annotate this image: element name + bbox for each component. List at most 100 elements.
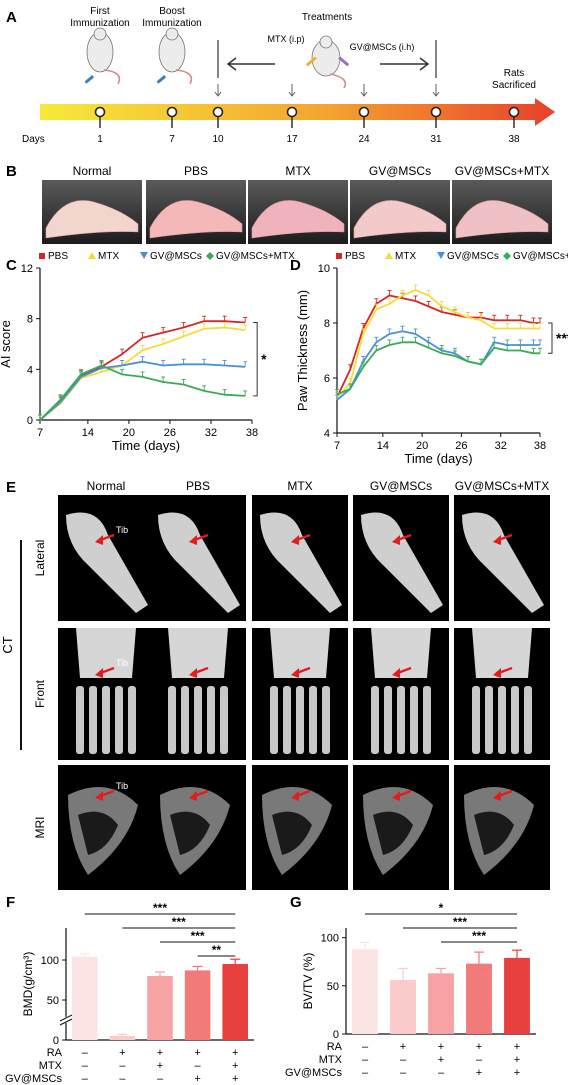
- imaging-group-label: PBS: [186, 479, 210, 493]
- treatment-row-label: GV@MSCs: [5, 1073, 63, 1085]
- finger-bone: [102, 686, 110, 754]
- mri-joint: [170, 811, 210, 855]
- paw-group-label: Normal: [73, 164, 112, 178]
- timeline-node: [212, 106, 224, 118]
- panel-c-letter: C: [6, 257, 17, 274]
- rat-icon: [156, 27, 193, 85]
- timeline-day: 17: [286, 134, 298, 145]
- finger-bone: [309, 686, 317, 754]
- legend-marker: [437, 252, 445, 259]
- paw-shape: [251, 200, 345, 239]
- finger-bone: [168, 686, 176, 754]
- treatment-mark: +: [514, 1054, 520, 1066]
- timeline-node: [166, 106, 178, 118]
- finger-bone: [220, 686, 228, 754]
- treatment-mark: +: [476, 1041, 482, 1053]
- mri-joint: [78, 811, 118, 855]
- tib-label: Tib: [116, 781, 128, 791]
- timeline-node: [286, 106, 298, 118]
- significance-bracket: [548, 322, 553, 354]
- series-line: [336, 289, 540, 398]
- x-tick-label: 7: [37, 427, 43, 439]
- series-line: [39, 360, 246, 421]
- panel-g-letter: G: [290, 894, 302, 911]
- bone-shape: [270, 628, 330, 678]
- red-arrow-head-icon: [392, 535, 400, 545]
- legend-marker: [88, 252, 96, 259]
- finger-bone: [397, 686, 405, 754]
- treatment-mark: –: [438, 1067, 445, 1079]
- x-tick-label: 14: [377, 440, 389, 452]
- finger-bone: [115, 686, 123, 754]
- red-arrow-head-icon: [95, 668, 103, 678]
- imaging-row-label: Front: [33, 679, 47, 708]
- panel-a-letter: A: [6, 9, 17, 26]
- bar: [184, 970, 211, 1040]
- panel-f-letter: F: [6, 894, 15, 911]
- bone-shape: [462, 512, 544, 613]
- bone-shape: [168, 628, 228, 678]
- finger-bone: [322, 686, 330, 754]
- bone-shape: [361, 512, 443, 613]
- finger-bone: [89, 686, 97, 754]
- imaging-group-label: GV@MSCs+MTX: [455, 479, 550, 493]
- bar: [352, 949, 378, 1034]
- legend-label: MTX: [395, 251, 416, 262]
- legend-marker: [140, 252, 148, 259]
- dose-arrow-icon: [214, 84, 222, 97]
- bar: [222, 964, 248, 1040]
- red-arrow-head-icon: [493, 791, 501, 801]
- rat-icon: [305, 35, 350, 89]
- panel-e-letter: E: [6, 479, 16, 496]
- treatment-mark: +: [476, 1067, 482, 1079]
- treatment-row-label: MTX: [39, 1060, 63, 1072]
- timeline-node: [358, 106, 370, 118]
- red-arrow-head-icon: [189, 535, 197, 545]
- treatment-mark: –: [476, 1054, 483, 1066]
- treatment-mark: –: [400, 1054, 407, 1066]
- y-tick-label: 4: [324, 428, 330, 440]
- y-tick-label: 50: [47, 995, 59, 1007]
- significance-label: ***: [153, 901, 167, 915]
- paw-group-label: GV@MSCs+MTX: [455, 164, 550, 178]
- rat-icon: [84, 27, 121, 85]
- y-tick-label: 50: [327, 981, 339, 993]
- paw-thickness-chart: 4 6 8 10 7 14 20 26 32 38 Time (days) Paw Thickness…: [295, 251, 568, 466]
- significance-label: ***: [172, 915, 186, 929]
- bone-shape: [260, 512, 342, 613]
- finger-bone: [296, 686, 304, 754]
- imaging-row-label: Lateral: [33, 540, 47, 577]
- y-axis-label: AI score: [0, 320, 13, 368]
- dose-arrow-icon: [288, 84, 296, 97]
- paw-group-label: PBS: [184, 164, 208, 178]
- treatment-mark: +: [157, 1060, 163, 1072]
- bar: [428, 973, 454, 1034]
- red-arrow-head-icon: [189, 791, 197, 801]
- red-arrow-head-icon: [493, 535, 501, 545]
- timeline-node: [94, 106, 106, 118]
- finger-bone: [181, 686, 189, 754]
- significance-label: *: [439, 901, 444, 915]
- legend-label: GV@MSCs+MTX: [513, 251, 568, 262]
- significance-label: ***: [191, 929, 205, 943]
- legend-label: PBS: [345, 251, 365, 262]
- bar: [466, 963, 492, 1034]
- treatments-label: Treatments: [302, 12, 352, 23]
- ct-label: CT: [0, 636, 15, 653]
- treatment-row-label: RA: [47, 1047, 63, 1059]
- boost-label-2: Immunization: [142, 18, 201, 29]
- legend-label: PBS: [48, 251, 68, 262]
- y-tick-label: 6: [324, 373, 330, 385]
- treatment-mark: –: [119, 1073, 126, 1085]
- tib-label: Tib: [116, 525, 128, 535]
- x-tick-label: 14: [82, 427, 94, 439]
- treatment-mark: –: [195, 1060, 202, 1072]
- y-tick-label: 4: [27, 364, 33, 376]
- treatment-mark: +: [514, 1041, 520, 1053]
- sacrificed-label: Sacrificed: [492, 80, 536, 91]
- treatment-mark: +: [194, 1073, 200, 1085]
- treatment-mark: +: [514, 1067, 520, 1079]
- treatment-mark: –: [82, 1073, 89, 1085]
- finger-bone: [423, 686, 431, 754]
- mri-joint: [474, 811, 514, 855]
